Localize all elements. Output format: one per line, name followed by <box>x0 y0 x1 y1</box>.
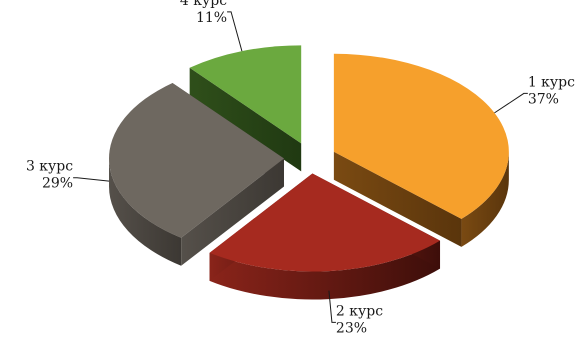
slice-wall-3-0 <box>181 158 285 266</box>
slice-top-3 <box>109 82 285 238</box>
slice-category-3: 3 курс <box>26 159 73 175</box>
slice-category-2: 2 курс <box>336 303 383 319</box>
slice-wall-4-0 <box>189 67 302 172</box>
slice-top-1 <box>333 53 509 219</box>
leader-line-3 <box>73 177 110 182</box>
slice-wall-1-1 <box>333 151 462 247</box>
slice-side-2 <box>209 240 441 300</box>
leader-line-4 <box>227 11 243 52</box>
slice-category-1: 1 курс <box>528 74 575 90</box>
slice-top-4 <box>189 45 302 144</box>
slice-side-3 <box>109 158 182 266</box>
slice-percent-1: 37% <box>528 91 559 107</box>
slice-percent-4: 11% <box>196 10 227 26</box>
slice-percent-2: 23% <box>336 320 367 336</box>
slice-side-1 <box>461 151 509 247</box>
pie-slice-4 <box>189 45 302 172</box>
leader-line-1 <box>494 92 528 114</box>
slice-percent-3: 29% <box>42 176 73 192</box>
slice-top-2 <box>209 173 441 272</box>
leader-lines <box>73 11 528 323</box>
pie-slice-1 <box>333 53 509 247</box>
pie-slice-3 <box>109 82 285 266</box>
slice-category-4: 4 курс <box>180 0 227 9</box>
pie-slice-2 <box>209 173 441 300</box>
pie-slices <box>109 45 509 300</box>
leader-line-2 <box>328 290 336 323</box>
